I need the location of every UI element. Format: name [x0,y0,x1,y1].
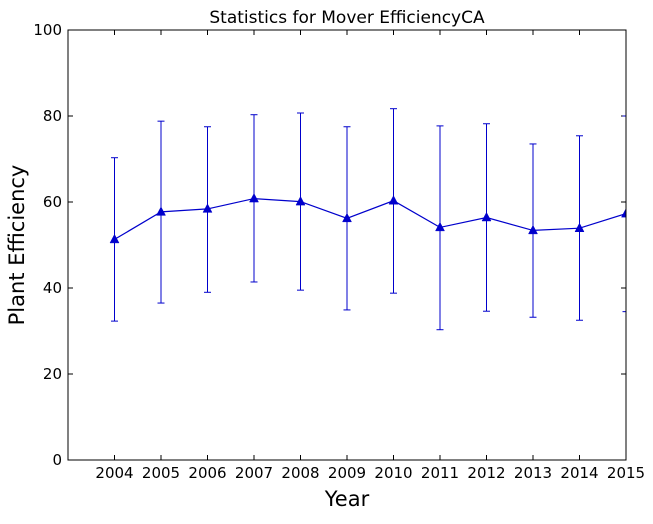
x-tick-label: 2004 [95,464,133,482]
data-point-marker [249,193,259,203]
x-tick-label: 2005 [142,464,180,482]
data-point-marker [621,208,626,218]
y-tick-label: 0 [52,451,62,469]
data-point-marker [528,224,538,235]
plot-frame [67,29,627,461]
x-tick-label: 2011 [421,464,459,482]
data-point-marker [109,233,120,244]
x-tick-label: 2013 [514,464,552,482]
y-tick-label: 60 [43,193,62,211]
data-point-marker [202,203,213,213]
data-point-marker [574,222,585,232]
x-axis-title: Year [324,487,370,511]
y-tick-label: 20 [43,365,62,383]
data-point-marker [156,206,166,216]
x-tick-label: 2010 [374,464,412,482]
plot-area [109,108,626,331]
y-tick-label: 100 [33,21,62,39]
chart-title: Statistics for Mover EfficiencyCA [209,8,485,28]
data-point-marker [295,196,306,206]
y-tick-label: 40 [43,279,62,297]
y-tick-label: 80 [43,107,62,125]
y-axis-title: Plant Efficiency [5,165,29,326]
x-tick-label: 2015 [607,464,645,482]
data-point-marker [388,195,399,205]
x-tick-label: 2009 [328,464,366,482]
data-point-marker [481,211,492,222]
axis-ticks: 2004 2005 2006 2007 2008 2009 2010 2011 2012 2013… [33,21,645,482]
x-tick-label: 2008 [281,464,319,482]
data-point-marker [435,221,445,232]
x-tick-label: 2014 [560,464,598,482]
x-tick-label: 2007 [235,464,273,482]
series-line [114,197,626,240]
x-tick-label: 2006 [188,464,226,482]
data-point-marker [342,212,352,223]
x-tick-label: 2012 [467,464,505,482]
